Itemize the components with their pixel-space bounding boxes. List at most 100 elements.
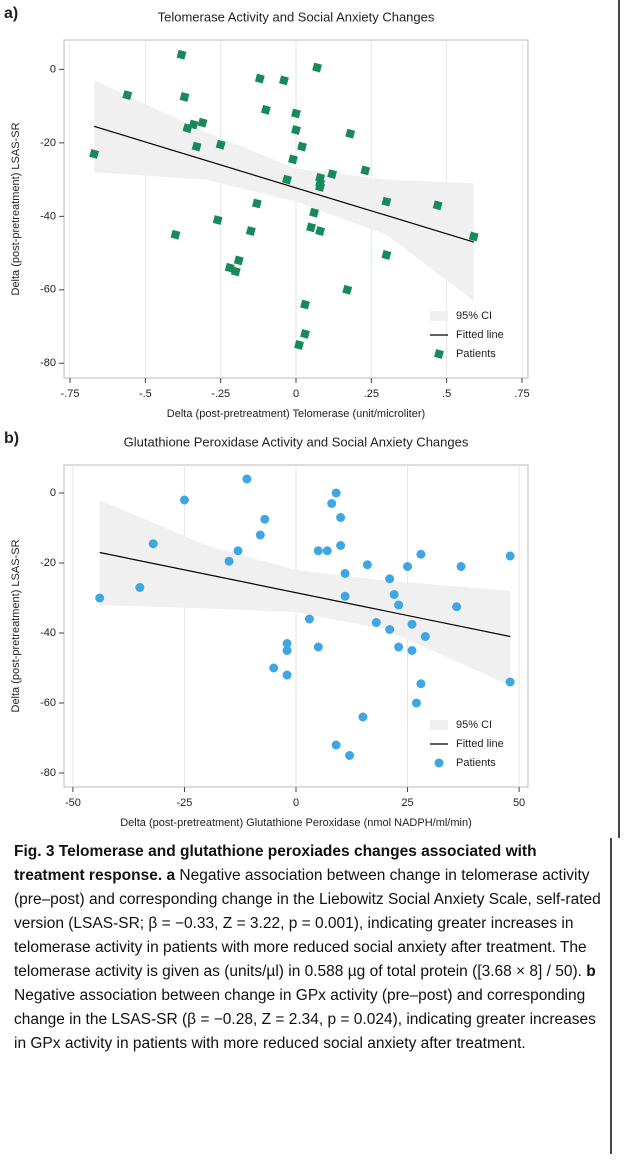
point <box>505 677 515 687</box>
point <box>336 541 346 550</box>
x-tick-label: 0 <box>293 797 299 809</box>
legend-label: Patients <box>456 348 496 360</box>
legend-swatch <box>434 758 444 768</box>
point <box>215 139 226 150</box>
x-tick-label: .5 <box>442 388 451 400</box>
point <box>358 712 368 722</box>
point <box>297 141 307 152</box>
legend-label: 95% CI <box>456 719 492 731</box>
point <box>416 549 426 559</box>
x-tick-label: -.25 <box>211 388 230 400</box>
caption-label: Fig. 3 <box>14 843 55 860</box>
point <box>279 75 289 86</box>
point <box>282 639 292 648</box>
x-axis-label: Delta (post-pretreatment) Telomerase (un… <box>167 408 425 420</box>
point <box>505 551 515 561</box>
point <box>282 670 292 680</box>
point <box>403 562 413 571</box>
point <box>224 556 234 566</box>
legend-label: Fitted line <box>456 329 504 341</box>
y-axis-label: Delta (post-pretreatment) LSAS-SR <box>10 539 22 712</box>
point <box>242 474 252 484</box>
point <box>345 128 356 139</box>
chart-a: a) Telomerase Activity and Social Anxiety… <box>4 5 530 420</box>
point <box>176 49 187 60</box>
point <box>122 90 133 101</box>
fitted-line <box>93 125 474 243</box>
point <box>179 92 190 102</box>
x-tick-label: -50 <box>65 797 81 809</box>
point <box>313 642 323 652</box>
chart-b: b) Glutathione Peroxidase Activity and So… <box>4 430 529 829</box>
point <box>294 340 304 350</box>
point <box>385 625 395 634</box>
fitted-line <box>99 551 511 638</box>
y-axis-label: Delta (post-pretreatment) LSAS-SR <box>10 122 22 295</box>
point <box>304 614 314 624</box>
point <box>233 546 243 556</box>
y-tick-label: -80 <box>40 357 56 369</box>
point <box>282 646 292 655</box>
point <box>468 231 479 242</box>
point <box>95 593 105 603</box>
y-tick-label: 0 <box>50 487 56 499</box>
point <box>416 679 426 689</box>
point <box>394 600 404 610</box>
legend-label: Patients <box>456 757 496 769</box>
point <box>345 751 355 760</box>
y-tick-label: -20 <box>40 557 56 569</box>
point <box>291 108 301 119</box>
point <box>233 255 244 266</box>
x-tick-label: 50 <box>513 797 525 809</box>
point <box>371 618 381 627</box>
point <box>389 590 399 599</box>
x-tick-label: 25 <box>401 797 413 809</box>
point <box>456 562 466 571</box>
point <box>336 513 346 522</box>
point <box>197 117 208 128</box>
y-tick-label: 0 <box>50 63 56 75</box>
point <box>300 299 310 310</box>
point <box>191 141 202 152</box>
point <box>340 569 350 578</box>
panel-label: b) <box>4 430 19 447</box>
point <box>407 619 417 629</box>
point <box>306 222 316 233</box>
y-tick-label: -60 <box>40 284 56 296</box>
point <box>360 165 371 176</box>
point <box>327 169 338 179</box>
panel-label: a) <box>4 5 18 22</box>
chart-title: Glutathione Peroxidase Activity and Soci… <box>124 434 469 449</box>
point <box>269 663 279 673</box>
x-tick-label: 0 <box>293 388 299 400</box>
y-tick-label: -20 <box>40 137 56 149</box>
caption-b-text: Negative association between change in G… <box>14 987 596 1052</box>
point <box>291 125 301 135</box>
point <box>313 546 323 556</box>
point <box>135 583 145 592</box>
y-tick-label: -40 <box>40 627 56 639</box>
chart-title: Telomerase Activity and Social Anxiety C… <box>158 9 435 24</box>
ci-band <box>94 80 474 301</box>
caption-title: Telomerase and glutathione peroxiades ch… <box>14 843 537 884</box>
point <box>331 488 341 498</box>
x-tick-label: -.5 <box>139 388 152 400</box>
ci-band <box>99 500 511 686</box>
point <box>309 207 319 218</box>
caption: Fig. 3 Telomerase and glutathione peroxi… <box>4 838 612 1154</box>
point <box>315 172 326 183</box>
point <box>315 226 326 236</box>
point <box>322 546 332 556</box>
point <box>394 642 404 652</box>
point <box>340 591 350 601</box>
point <box>251 198 262 209</box>
point <box>432 200 443 211</box>
legend-label: Fitted line <box>456 738 504 750</box>
point <box>179 495 189 505</box>
caption-b-label: b <box>586 963 596 980</box>
x-tick-label: .75 <box>514 388 529 400</box>
x-tick-label: -.75 <box>61 388 80 400</box>
point <box>327 499 337 508</box>
x-tick-label: .25 <box>364 388 379 400</box>
point <box>381 196 392 207</box>
